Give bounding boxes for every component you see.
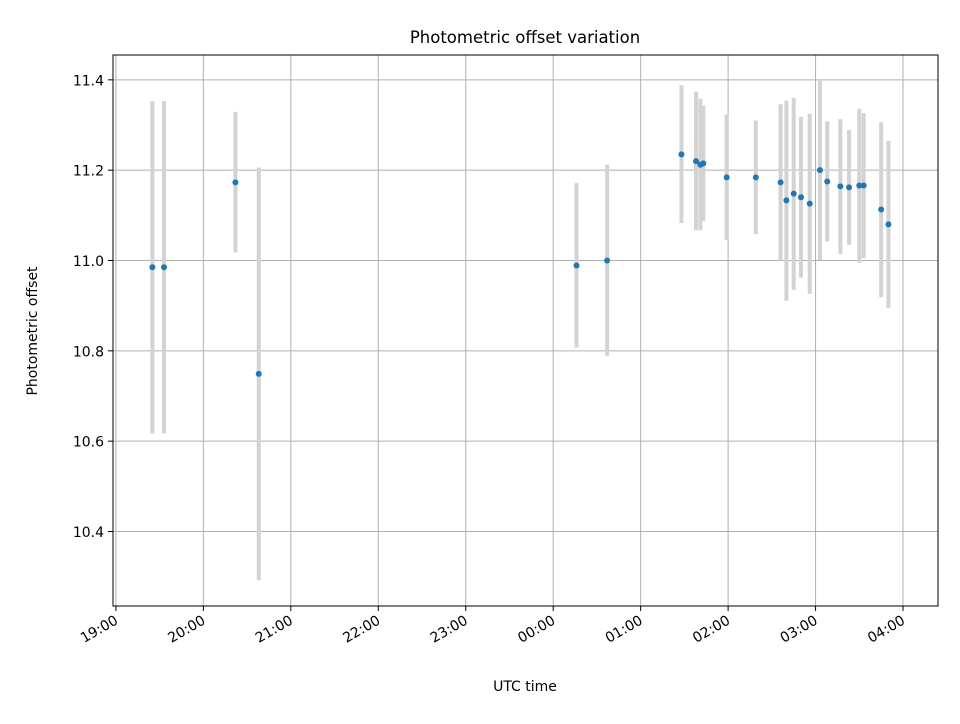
data-point: [885, 221, 892, 228]
data-point: [678, 151, 685, 158]
data-point: [161, 264, 168, 271]
data-point: [573, 262, 580, 269]
y-tick-label: 11.2: [73, 164, 104, 180]
data-point: [837, 183, 844, 190]
data-point: [604, 257, 611, 264]
data-point: [860, 182, 867, 189]
plot-frame: [112, 54, 939, 607]
y-tick-label: 10.6: [73, 435, 104, 451]
data-point: [232, 179, 239, 186]
data-point: [790, 190, 797, 197]
chart-title: Photometric offset variation: [410, 28, 640, 47]
data-points: [149, 151, 892, 377]
data-point: [878, 206, 885, 213]
data-point: [777, 179, 784, 186]
data-point: [797, 194, 804, 201]
data-point: [723, 174, 730, 181]
y-axis: 10.4 10.6 10.8 11.0 11.2 11.4: [73, 73, 113, 541]
data-point: [693, 158, 700, 165]
y-tick-label: 11.0: [73, 254, 104, 270]
data-point: [846, 184, 853, 191]
data-point: [752, 174, 759, 181]
data-point: [816, 167, 823, 174]
data-point: [149, 264, 156, 271]
data-point: [856, 182, 863, 189]
data-point: [255, 370, 262, 377]
y-tick-label: 10.4: [73, 525, 104, 541]
data-point: [824, 178, 831, 185]
data-point: [806, 200, 813, 207]
grid: [113, 55, 938, 606]
x-axis-label: UTC time: [493, 679, 557, 695]
y-tick-label: 11.4: [73, 73, 104, 89]
data-point: [700, 160, 707, 167]
y-axis-label: Photometric offset: [25, 266, 41, 396]
data-point: [783, 197, 790, 204]
y-tick-label: 10.8: [73, 344, 104, 360]
